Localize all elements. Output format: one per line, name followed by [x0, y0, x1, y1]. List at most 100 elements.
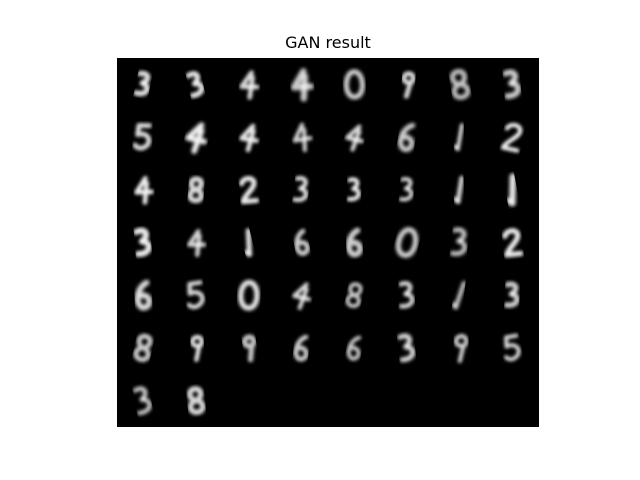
generated-digit-sample [132, 122, 152, 151]
generated-digit-sample [134, 279, 153, 311]
digit-stroke [292, 186, 309, 203]
generated-digit-sample [239, 123, 259, 153]
generated-digit-sample [451, 281, 467, 310]
generated-digit-sample [503, 281, 520, 308]
digit-stroke [187, 386, 206, 415]
digit-stroke [132, 122, 152, 151]
digit-stroke [346, 335, 362, 361]
digit-stroke [455, 123, 464, 151]
generated-digit-sample [293, 334, 309, 362]
generated-digit-sample [239, 175, 260, 205]
generated-digit-sample [500, 122, 523, 153]
generated-digit-sample [506, 173, 517, 207]
digit-stroke [399, 344, 416, 363]
digit-stroke [453, 281, 467, 310]
generated-digit-sample [185, 122, 208, 154]
generated-digit-sample [453, 123, 464, 151]
generated-digit-sample [239, 70, 260, 100]
digit-stroke [301, 127, 307, 153]
generated-digit-sample [449, 69, 471, 100]
digit-stroke [294, 228, 310, 256]
digit-stroke [300, 73, 309, 102]
generated-digit-sample [395, 227, 419, 258]
generated-digit-sample [449, 227, 468, 256]
generated-digit-sample [187, 176, 205, 204]
digit-stroke [241, 334, 257, 363]
figure-title: GAN result [285, 33, 371, 52]
generated-digit-sample [241, 334, 257, 363]
digit-stroke [245, 128, 256, 153]
generated-digit-sample [502, 228, 524, 258]
digit-stroke [293, 334, 309, 362]
digit-stroke [453, 333, 469, 364]
digit-stroke [238, 279, 260, 311]
generated-digit-sample [187, 229, 207, 258]
generated-digit-sample [186, 280, 205, 310]
digit-stroke [134, 279, 153, 311]
digit-stroke [506, 197, 516, 207]
generated-digit-sample [345, 282, 363, 308]
generated-digit-sample [345, 124, 364, 152]
digit-stroke [346, 186, 361, 202]
digit-stroke [397, 122, 416, 152]
digit-stroke [502, 228, 524, 258]
digit-stroke [245, 228, 253, 257]
generated-digit-sample [292, 122, 313, 153]
generated-digit-sample [185, 71, 205, 99]
generated-digit-sample [187, 386, 206, 415]
generated-digit-sample [244, 228, 253, 257]
digit-stroke [247, 75, 255, 100]
digit-stroke [190, 80, 205, 99]
generated-digit-sample [346, 177, 361, 202]
digit-stroke [509, 173, 517, 207]
generated-samples-grid [117, 58, 539, 427]
generated-digit-sample [453, 175, 465, 204]
digit-stroke [133, 333, 153, 363]
digit-stroke [186, 280, 205, 310]
generated-digit-sample [398, 177, 414, 202]
digit-stroke [398, 186, 414, 202]
digit-stroke [401, 71, 416, 99]
digit-stroke [398, 291, 415, 309]
generated-digit-sample [134, 175, 154, 205]
digit-stroke [133, 80, 150, 97]
digit-stroke [453, 196, 461, 204]
generated-digit-sample [397, 122, 416, 152]
digit-stroke [503, 291, 520, 308]
digit-stroke [395, 227, 419, 258]
generated-digit-sample [345, 227, 364, 258]
generated-digit-sample [292, 282, 311, 310]
digit-stroke [345, 227, 364, 258]
generated-digit-sample [504, 333, 521, 362]
digit-stroke [453, 144, 460, 151]
generated-digit-sample [502, 69, 522, 100]
generated-digit-sample [292, 175, 309, 203]
digit-stroke [239, 175, 260, 205]
generated-digit-sample [190, 334, 204, 363]
digit-stroke [187, 176, 205, 204]
digit-stroke [455, 175, 465, 204]
generated-digit-sample [294, 228, 310, 256]
digit-stroke [504, 333, 521, 362]
digit-stroke [142, 180, 149, 205]
generated-digit-sample [401, 71, 416, 99]
digit-stroke [191, 127, 205, 154]
generated-digit-sample [346, 335, 362, 361]
digit-stroke [451, 302, 458, 310]
digit-stroke [449, 238, 468, 256]
generated-digit-sample [133, 70, 151, 97]
generated-digit-sample [453, 333, 469, 364]
generated-digit-sample [290, 68, 314, 102]
digit-stroke [137, 397, 152, 416]
digit-stroke [500, 122, 523, 153]
generated-digit-sample [133, 227, 152, 258]
generated-digit-sample [343, 69, 365, 100]
digit-stroke [449, 69, 471, 100]
digit-stroke [244, 249, 253, 257]
digit-stroke [135, 238, 152, 258]
generated-digit-sample [133, 333, 153, 363]
generated-digit-sample [398, 281, 415, 309]
digit-stroke [195, 233, 202, 258]
digit-stroke [343, 69, 365, 100]
digit-stroke [350, 129, 362, 152]
